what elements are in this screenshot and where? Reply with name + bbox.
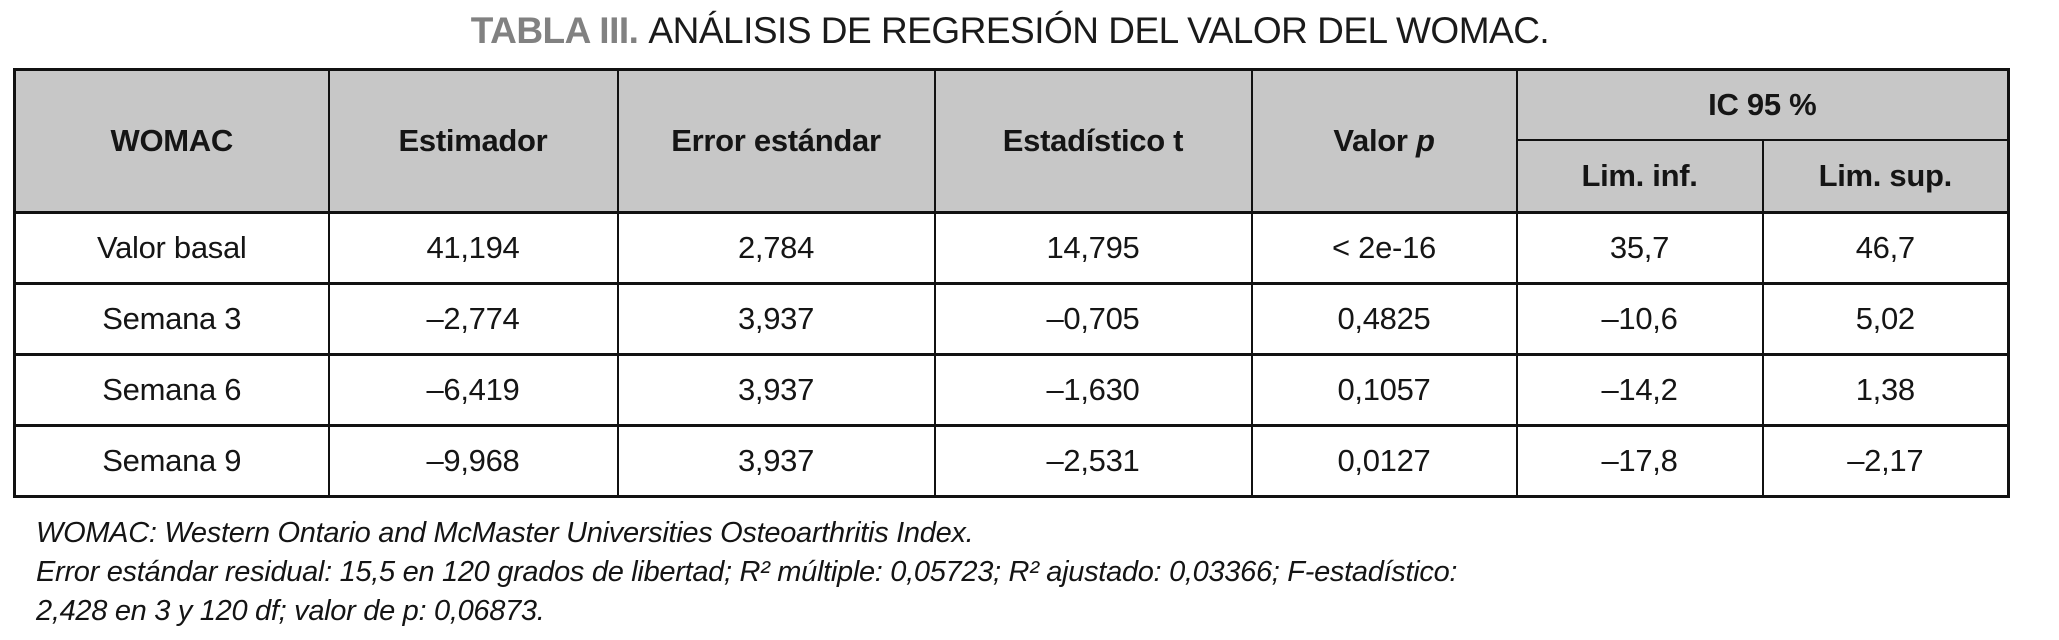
footnote-line: 2,428 en 3 y 120 df; valor de p: 0,06873… [36, 595, 545, 627]
cell-error-estandar: 2,784 [616, 211, 936, 285]
cell-estimador: –9,968 [327, 424, 619, 498]
footnote-line: Error estándar residual: 15,5 en 120 gra… [36, 556, 1458, 588]
col-header-estimador: Estimador [327, 68, 619, 214]
cell-valor-p: < 2e-16 [1250, 211, 1518, 285]
cell-estadistico-t: –0,705 [933, 282, 1253, 356]
col-header-lim-inf: Lim. inf. [1515, 138, 1764, 214]
paper-table-fragment: TABLA III. ANÁLISIS DE REGRESIÓN DEL VALO… [0, 10, 2059, 640]
cell-error-estandar: 3,937 [616, 282, 936, 356]
table-row: Valor basal 41,194 2,784 14,795 < 2e-16 … [13, 211, 2010, 285]
cell-estadistico-t: –2,531 [933, 424, 1253, 498]
col-header-womac: WOMAC [13, 68, 330, 214]
table-title-text: ANÁLISIS DE REGRESIÓN DEL VALOR DEL WOMA… [648, 10, 1550, 51]
table-header: WOMAC Estimador Error estándar Estadísti… [13, 68, 2010, 214]
col-header-ic95: IC 95 % [1515, 68, 2010, 141]
cell-estimador: –2,774 [327, 282, 619, 356]
valor-p-label: Valor [1333, 123, 1408, 158]
cell-lim-sup: 46,7 [1761, 211, 2010, 285]
cell-estimador: 41,194 [327, 211, 619, 285]
cell-lim-inf: –10,6 [1515, 282, 1764, 356]
cell-row-label: Semana 3 [13, 282, 330, 356]
cell-lim-sup: 1,38 [1761, 353, 2010, 427]
col-header-lim-sup: Lim. sup. [1761, 138, 2010, 214]
cell-lim-inf: –14,2 [1515, 353, 1764, 427]
cell-lim-inf: 35,7 [1515, 211, 1764, 285]
table-row: Semana 9 –9,968 3,937 –2,531 0,0127 –17,… [13, 424, 2010, 498]
cell-lim-inf: –17,8 [1515, 424, 1764, 498]
cell-valor-p: 0,0127 [1250, 424, 1518, 498]
valor-p-symbol: p [1416, 123, 1435, 158]
regression-table: WOMAC Estimador Error estándar Estadísti… [13, 68, 2011, 498]
cell-lim-sup: 5,02 [1761, 282, 2010, 356]
col-header-estadistico-t: Estadístico t [933, 68, 1253, 214]
cell-estadistico-t: –1,630 [933, 353, 1253, 427]
cell-row-label: Valor basal [13, 211, 330, 285]
cell-valor-p: 0,1057 [1250, 353, 1518, 427]
cell-row-label: Semana 9 [13, 424, 330, 498]
table-body: Valor basal 41,194 2,784 14,795 < 2e-16 … [13, 211, 2010, 498]
col-header-error-estandar: Error estándar [616, 68, 936, 214]
cell-error-estandar: 3,937 [616, 424, 936, 498]
cell-row-label: Semana 6 [13, 353, 330, 427]
table-row: Semana 3 –2,774 3,937 –0,705 0,4825 –10,… [13, 282, 2010, 356]
col-header-valor-p: Valor p [1250, 68, 1518, 214]
cell-error-estandar: 3,937 [616, 353, 936, 427]
cell-lim-sup: –2,17 [1761, 424, 2010, 498]
table-number-label: TABLA III. [470, 10, 639, 51]
table-title: TABLA III. ANÁLISIS DE REGRESIÓN DEL VALO… [13, 10, 2007, 52]
cell-valor-p: 0,4825 [1250, 282, 1518, 356]
table-footnotes: WOMAC: Western Ontario and McMaster Univ… [36, 514, 2059, 631]
cell-estimador: –6,419 [327, 353, 619, 427]
table-row: Semana 6 –6,419 3,937 –1,630 0,1057 –14,… [13, 353, 2010, 427]
cell-estadistico-t: 14,795 [933, 211, 1253, 285]
footnote-line: WOMAC: Western Ontario and McMaster Univ… [36, 517, 974, 549]
